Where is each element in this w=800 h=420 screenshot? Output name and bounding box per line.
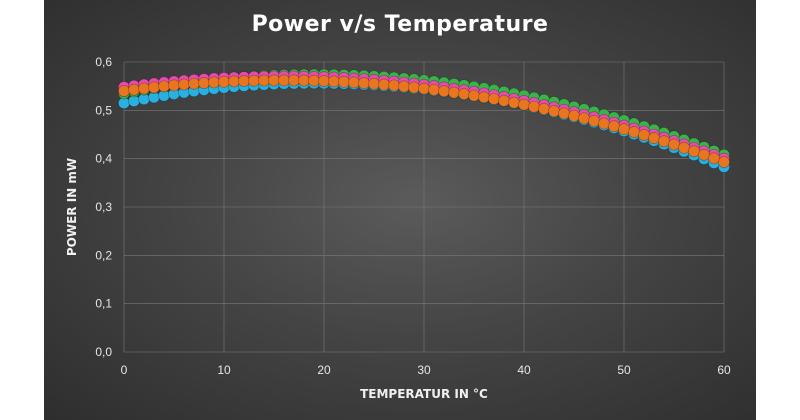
data-point: [568, 109, 580, 122]
data-point: [268, 74, 280, 87]
y-tick-label: 0,5: [95, 103, 112, 117]
data-point: [428, 83, 440, 96]
chart-title: Power v/s Temperature: [251, 12, 549, 37]
x-tick-label: 0: [121, 363, 128, 377]
x-tick-labels: 0 10 20 30 40 50 60: [121, 363, 731, 377]
series-4: [118, 74, 730, 168]
data-point: [618, 123, 630, 136]
gridlines: [123, 61, 725, 353]
data-point: [698, 148, 710, 161]
data-point: [328, 75, 340, 88]
data-point: [228, 75, 240, 88]
y-tick-label: 0,4: [95, 152, 112, 166]
x-tick-label: 10: [217, 363, 231, 377]
data-point: [318, 75, 330, 87]
data-point: [518, 98, 530, 111]
x-tick-label: 60: [717, 363, 731, 377]
data-point: [678, 141, 690, 154]
data-point: [238, 75, 250, 87]
x-tick-label: 50: [617, 363, 631, 377]
data-point: [668, 138, 680, 151]
data-point: [478, 91, 490, 104]
data-point: [648, 132, 660, 145]
data-point: [468, 89, 480, 102]
data-point: [248, 74, 260, 87]
data-point: [218, 75, 230, 88]
data-point: [498, 94, 510, 107]
data-point: [368, 77, 380, 90]
data-point: [298, 74, 310, 87]
data-point: [658, 135, 670, 148]
data-point: [708, 152, 720, 165]
data-point: [308, 74, 320, 87]
data-point: [418, 82, 430, 95]
data-point: [138, 82, 150, 95]
data-point: [348, 76, 360, 89]
data-point: [638, 129, 650, 141]
x-tick-label: 30: [417, 363, 431, 377]
data-point: [338, 75, 350, 88]
y-axis-title: POWER IN mW: [65, 158, 79, 256]
y-tick-label: 0,1: [95, 297, 112, 311]
data-point: [358, 77, 370, 89]
data-points: [118, 68, 730, 173]
data-point: [558, 107, 570, 120]
data-point: [398, 80, 410, 93]
y-tick-label: 0,2: [95, 248, 112, 262]
data-point: [508, 96, 520, 109]
data-point: [198, 77, 210, 89]
data-point: [578, 112, 590, 125]
data-point: [488, 93, 500, 105]
data-point: [258, 74, 270, 87]
data-point: [288, 74, 300, 87]
data-point: [208, 76, 220, 89]
y-tick-label: 0,3: [95, 200, 112, 214]
data-point: [588, 115, 600, 127]
data-point: [278, 74, 290, 87]
data-point: [168, 79, 180, 92]
x-tick-label: 20: [317, 363, 331, 377]
data-point: [448, 86, 460, 99]
data-point: [548, 105, 560, 118]
data-point: [388, 79, 400, 92]
data-point: [438, 85, 450, 98]
scatter-plot: 0,0 0,1 0,2 0,3 0,4 0,5 0,6 0 10 20 30 40 50 60 TEMP…: [65, 55, 731, 401]
data-point: [718, 156, 730, 168]
data-point: [628, 126, 640, 138]
data-point: [408, 81, 420, 94]
chart-frame: Power v/s Temperature 0,0 0,1 0,2 0,3 0,4 0,5…: [44, 0, 756, 420]
data-point: [158, 80, 170, 93]
data-point: [688, 145, 700, 158]
y-tick-label: 0,0: [95, 345, 112, 359]
data-point: [118, 85, 130, 97]
x-tick-label: 40: [517, 363, 531, 377]
data-point: [458, 88, 470, 100]
data-point: [378, 78, 390, 91]
data-point: [538, 102, 550, 115]
data-point: [148, 81, 160, 94]
data-point: [528, 100, 540, 113]
y-tick-label: 0,6: [95, 55, 112, 69]
x-axis-title: TEMPERATUR IN °C: [360, 387, 488, 401]
y-tick-labels: 0,0 0,1 0,2 0,3 0,4 0,5 0,6: [95, 55, 112, 359]
data-point: [608, 120, 620, 133]
data-point: [128, 83, 140, 96]
data-point: [178, 78, 190, 91]
data-point: [598, 117, 610, 130]
data-point: [188, 77, 200, 90]
